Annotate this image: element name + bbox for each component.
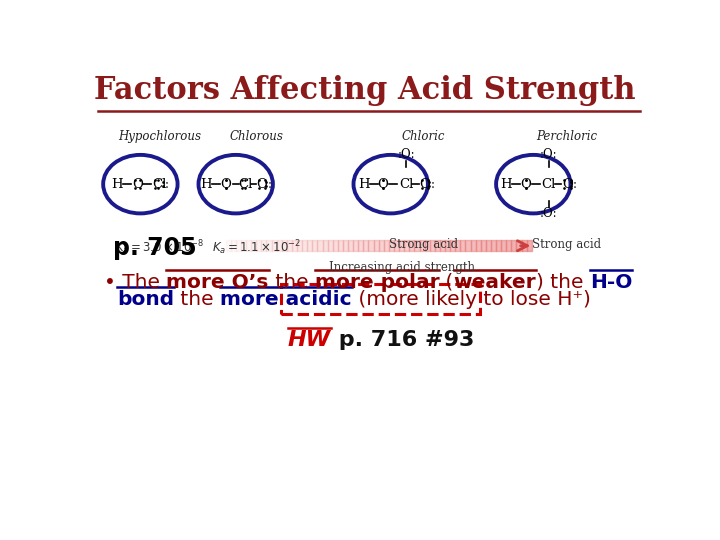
- Text: Strong acid: Strong acid: [389, 238, 458, 251]
- Text: Cl: Cl: [399, 178, 413, 191]
- Text: :: :: [165, 178, 168, 191]
- Text: Cl: Cl: [152, 178, 166, 191]
- Text: p. 716 #93: p. 716 #93: [330, 330, 474, 350]
- Text: O: O: [132, 178, 143, 191]
- Text: :O:: :O:: [540, 148, 557, 161]
- Text: more polar: more polar: [315, 273, 439, 292]
- Text: :: :: [573, 178, 577, 191]
- Text: more acidic: more acidic: [220, 289, 352, 309]
- Text: bond: bond: [117, 289, 174, 309]
- Text: the: the: [269, 273, 315, 292]
- Text: O: O: [520, 178, 531, 191]
- Text: • The: • The: [104, 273, 166, 292]
- Text: HW: HW: [287, 330, 330, 350]
- Text: more O’s: more O’s: [166, 273, 269, 292]
- Text: O: O: [562, 178, 573, 191]
- Text: H: H: [112, 178, 123, 191]
- Text: p. 705: p. 705: [113, 236, 197, 260]
- Text: Increasing acid strength: Increasing acid strength: [329, 261, 475, 274]
- Text: $K_a = 1.1 \times 10^{-2}$: $K_a = 1.1 \times 10^{-2}$: [212, 238, 301, 256]
- Text: O: O: [256, 178, 268, 191]
- Text: H: H: [200, 178, 212, 191]
- Text: :O:: :O:: [540, 207, 557, 220]
- Text: Cl: Cl: [541, 178, 556, 191]
- Text: (more likely to lose H⁺): (more likely to lose H⁺): [352, 289, 590, 309]
- Text: Hypochlorous: Hypochlorous: [118, 130, 202, 143]
- Text: H: H: [500, 178, 512, 191]
- Text: Perchloric: Perchloric: [536, 130, 597, 143]
- Text: O: O: [377, 178, 388, 191]
- Text: H-O: H-O: [590, 273, 632, 292]
- Bar: [282, 284, 480, 314]
- Text: O: O: [419, 178, 431, 191]
- Text: :: :: [268, 178, 272, 191]
- Text: O: O: [220, 178, 231, 191]
- Text: Cl: Cl: [238, 178, 252, 191]
- Text: Chloric: Chloric: [402, 130, 445, 143]
- Text: ) the: ) the: [536, 273, 590, 292]
- Text: :: :: [431, 178, 435, 191]
- Text: weaker: weaker: [454, 273, 536, 292]
- Text: Factors Affecting Acid Strength: Factors Affecting Acid Strength: [94, 75, 636, 106]
- Text: Chlorous: Chlorous: [230, 130, 284, 143]
- Text: Strong acid: Strong acid: [532, 238, 601, 251]
- Text: $K_a = 3.0 \times 10^{-8}$: $K_a = 3.0 \times 10^{-8}$: [115, 238, 204, 256]
- Text: the: the: [174, 289, 220, 309]
- Text: (: (: [439, 273, 454, 292]
- Text: H: H: [358, 178, 369, 191]
- Text: :O:: :O:: [397, 148, 415, 161]
